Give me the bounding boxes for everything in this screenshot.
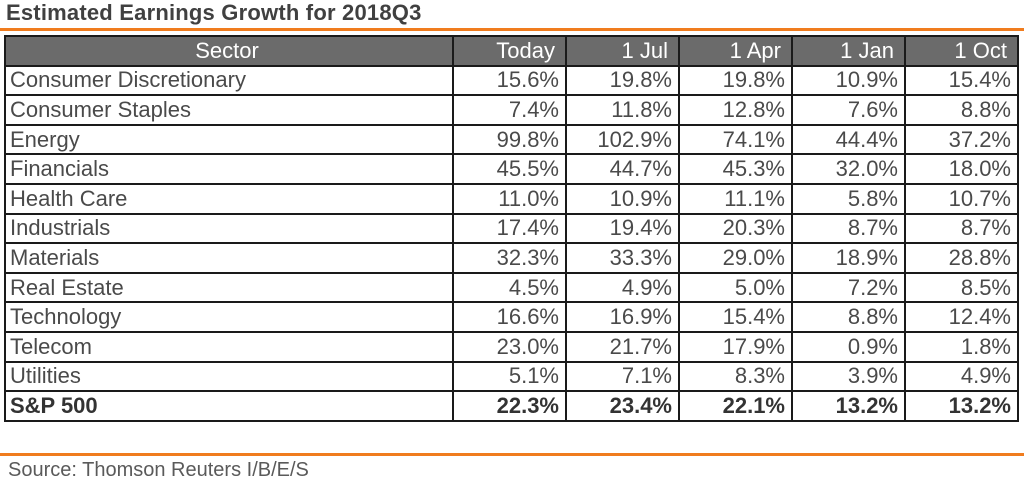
value-cell: 15.6% (452, 64, 567, 97)
value-cell: 33.3% (565, 242, 680, 274)
value-cell: 8.7% (791, 212, 906, 245)
table-row: Real Estate 4.5% 4.9% 5.0% 7.2% 8.5% (4, 271, 1019, 304)
value-cell: 19.4% (565, 212, 680, 245)
value-cell: 45.5% (452, 153, 567, 185)
value-cell: 17.4% (452, 212, 567, 245)
value-cell: 17.9% (678, 330, 793, 363)
sector-name-cell: Financials (4, 153, 454, 185)
sector-name-cell: Materials (4, 242, 454, 274)
value-cell: 11.8% (565, 94, 680, 126)
value-cell: 4.5% (452, 271, 567, 304)
value-cell: 5.0% (678, 271, 793, 304)
value-cell: 44.4% (791, 123, 906, 156)
value-cell: 8.8% (791, 301, 906, 333)
sector-name-cell: S&P 500 (4, 390, 454, 422)
value-cell: 22.1% (678, 390, 793, 422)
footer-rule (0, 453, 1024, 456)
earnings-growth-table: Sector Today 1 Jul 1 Apr 1 Jan 1 Oct Con… (4, 35, 1019, 422)
column-header-today: Today (452, 35, 567, 67)
column-header-1-jan: 1 Jan (791, 35, 906, 67)
value-cell: 11.0% (452, 182, 567, 215)
value-cell: 102.9% (565, 123, 680, 156)
value-cell: 16.6% (452, 301, 567, 333)
header-row: Sector Today 1 Jul 1 Apr 1 Jan 1 Oct (4, 35, 1019, 67)
value-cell: 23.4% (565, 390, 680, 422)
value-cell: 3.9% (791, 360, 906, 393)
value-cell: 29.0% (678, 242, 793, 274)
table-row: Industrials 17.4% 19.4% 20.3% 8.7% 8.7% (4, 212, 1019, 245)
table-row: Technology 16.6% 16.9% 15.4% 8.8% 12.4% (4, 301, 1019, 333)
value-cell: 18.9% (791, 242, 906, 274)
value-cell: 12.8% (678, 94, 793, 126)
value-cell: 28.8% (904, 242, 1019, 274)
value-cell: 12.4% (904, 301, 1019, 333)
table-row: Materials 32.3% 33.3% 29.0% 18.9% 28.8% (4, 242, 1019, 274)
sector-name-cell: Telecom (4, 330, 454, 363)
sector-name-cell: Utilities (4, 360, 454, 393)
value-cell: 21.7% (565, 330, 680, 363)
sector-name-cell: Industrials (4, 212, 454, 245)
value-cell: 15.4% (904, 64, 1019, 97)
value-cell: 7.1% (565, 360, 680, 393)
value-cell: 0.9% (791, 330, 906, 363)
column-header-1-jul: 1 Jul (565, 35, 680, 67)
value-cell: 7.4% (452, 94, 567, 126)
value-cell: 22.3% (452, 390, 567, 422)
table-row: Consumer Discretionary 15.6% 19.8% 19.8% 10.… (4, 64, 1019, 97)
table-row: Telecom 23.0% 21.7% 17.9% 0.9% 1.8% (4, 330, 1019, 363)
value-cell: 5.1% (452, 360, 567, 393)
title-rule (0, 28, 1024, 31)
value-cell: 7.6% (791, 94, 906, 126)
value-cell: 37.2% (904, 123, 1019, 156)
value-cell: 8.7% (904, 212, 1019, 245)
value-cell: 74.1% (678, 123, 793, 156)
value-cell: 8.8% (904, 94, 1019, 126)
value-cell: 4.9% (904, 360, 1019, 393)
table-row: Financials 45.5% 44.7% 45.3% 32.0% 18.0% (4, 153, 1019, 185)
table-body: Consumer Discretionary 15.6% 19.8% 19.8% 10.… (4, 64, 1019, 422)
value-cell: 11.1% (678, 182, 793, 215)
value-cell: 7.2% (791, 271, 906, 304)
value-cell: 32.3% (452, 242, 567, 274)
total-row: S&P 500 22.3% 23.4% 22.1% 13.2% 13.2% (4, 390, 1019, 422)
value-cell: 10.7% (904, 182, 1019, 215)
column-header-sector: Sector (4, 35, 454, 67)
value-cell: 8.3% (678, 360, 793, 393)
sector-name-cell: Consumer Discretionary (4, 64, 454, 97)
table-row: Consumer Staples 7.4% 11.8% 12.8% 7.6% 8.8% (4, 94, 1019, 126)
table-row: Utilities 5.1% 7.1% 8.3% 3.9% 4.9% (4, 360, 1019, 393)
sector-name-cell: Health Care (4, 182, 454, 215)
sector-name-cell: Real Estate (4, 271, 454, 304)
value-cell: 5.8% (791, 182, 906, 215)
value-cell: 23.0% (452, 330, 567, 363)
value-cell: 8.5% (904, 271, 1019, 304)
source-note: Source: Thomson Reuters I/B/E/S (8, 459, 309, 481)
value-cell: 16.9% (565, 301, 680, 333)
value-cell: 19.8% (565, 64, 680, 97)
column-header-1-oct: 1 Oct (904, 35, 1019, 67)
value-cell: 18.0% (904, 153, 1019, 185)
table-row: Energy 99.8% 102.9% 74.1% 44.4% 37.2% (4, 123, 1019, 156)
value-cell: 44.7% (565, 153, 680, 185)
value-cell: 4.9% (565, 271, 680, 304)
value-cell: 1.8% (904, 330, 1019, 363)
value-cell: 20.3% (678, 212, 793, 245)
value-cell: 19.8% (678, 64, 793, 97)
table-row: Health Care 11.0% 10.9% 11.1% 5.8% 10.7% (4, 182, 1019, 215)
column-header-1-apr: 1 Apr (678, 35, 793, 67)
value-cell: 10.9% (791, 64, 906, 97)
value-cell: 15.4% (678, 301, 793, 333)
chart-title: Estimated Earnings Growth for 2018Q3 (6, 0, 422, 25)
value-cell: 32.0% (791, 153, 906, 185)
sector-name-cell: Energy (4, 123, 454, 156)
value-cell: 45.3% (678, 153, 793, 185)
sector-name-cell: Consumer Staples (4, 94, 454, 126)
value-cell: 99.8% (452, 123, 567, 156)
value-cell: 10.9% (565, 182, 680, 215)
value-cell: 13.2% (791, 390, 906, 422)
value-cell: 13.2% (904, 390, 1019, 422)
sector-name-cell: Technology (4, 301, 454, 333)
